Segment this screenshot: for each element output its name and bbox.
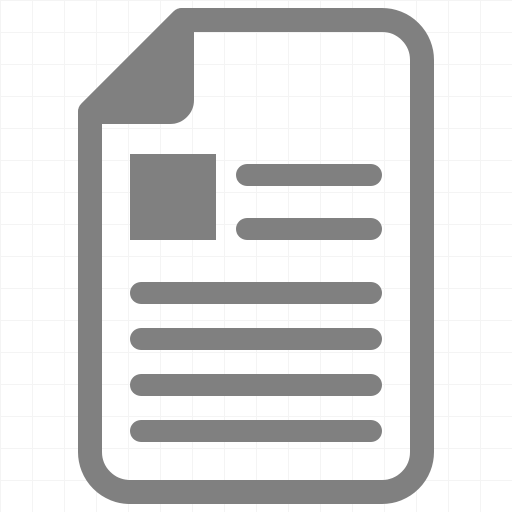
document-icon [0, 0, 512, 512]
